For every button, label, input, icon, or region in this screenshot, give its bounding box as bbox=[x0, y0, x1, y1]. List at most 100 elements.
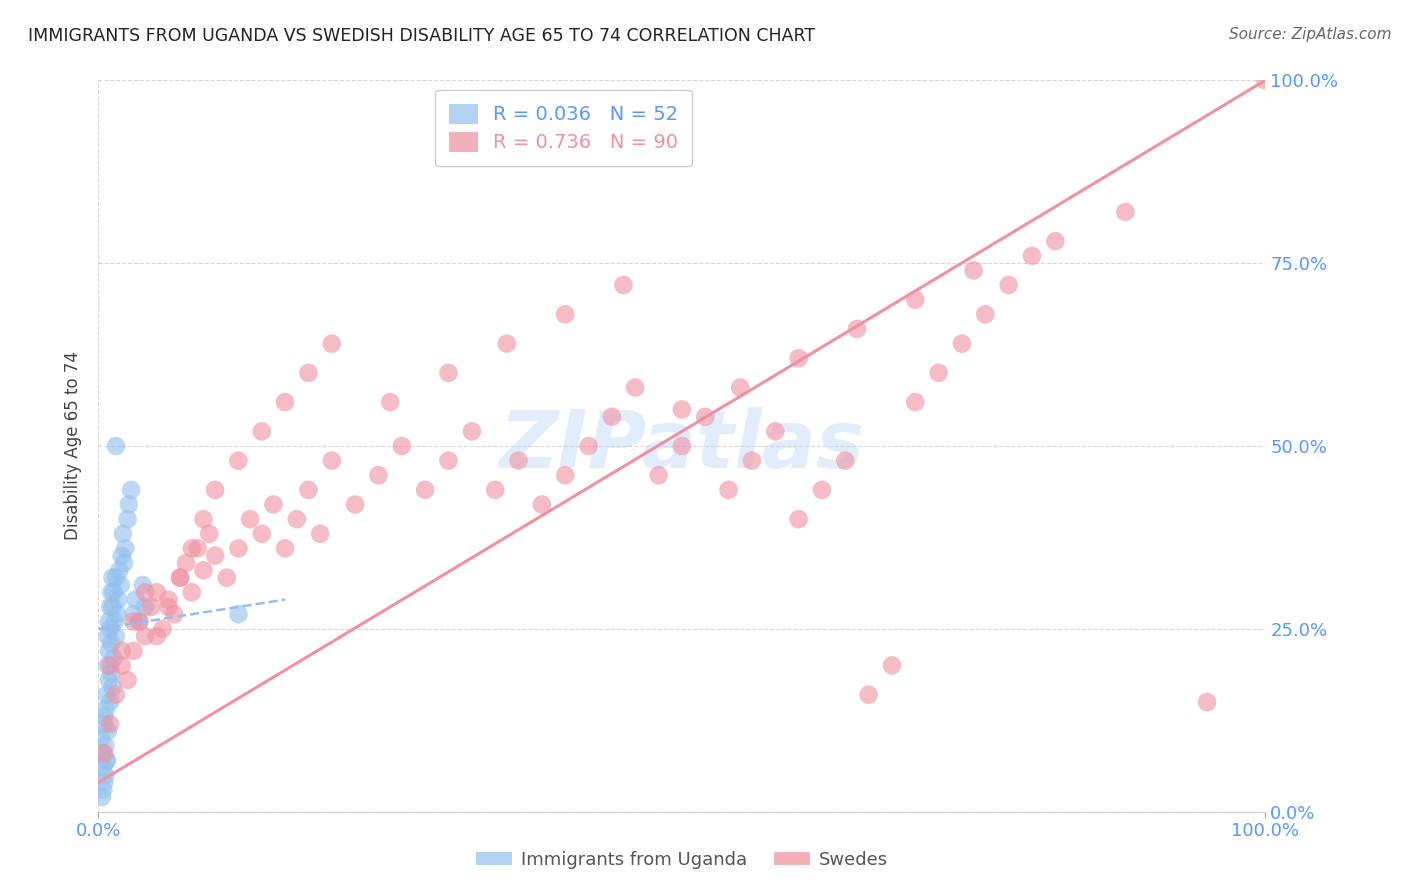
Point bbox=[1114, 205, 1136, 219]
Point bbox=[578, 439, 600, 453]
Point bbox=[134, 599, 156, 614]
Point bbox=[105, 607, 128, 622]
Point bbox=[204, 549, 226, 563]
Point bbox=[846, 322, 869, 336]
Point bbox=[100, 585, 122, 599]
Point bbox=[134, 585, 156, 599]
Point bbox=[139, 599, 162, 614]
Point bbox=[117, 512, 139, 526]
Point bbox=[974, 307, 997, 321]
Point bbox=[98, 717, 121, 731]
Point bbox=[104, 571, 127, 585]
Point bbox=[180, 541, 202, 556]
Point bbox=[122, 607, 145, 622]
Point bbox=[104, 439, 127, 453]
Point bbox=[112, 556, 135, 570]
Point bbox=[114, 541, 136, 556]
Point bbox=[94, 739, 117, 753]
Point bbox=[858, 688, 880, 702]
Point bbox=[96, 688, 118, 702]
Point bbox=[811, 483, 834, 497]
Text: ZIPatlas: ZIPatlas bbox=[499, 407, 865, 485]
Point bbox=[101, 599, 124, 614]
Point bbox=[98, 599, 121, 614]
Point bbox=[904, 293, 927, 307]
Point bbox=[730, 380, 752, 394]
Point bbox=[98, 658, 121, 673]
Point bbox=[461, 425, 484, 439]
Point bbox=[250, 526, 273, 541]
Point bbox=[117, 673, 139, 687]
Point bbox=[262, 498, 284, 512]
Point bbox=[118, 498, 141, 512]
Point bbox=[413, 483, 436, 497]
Point bbox=[367, 468, 389, 483]
Point bbox=[309, 526, 332, 541]
Point bbox=[508, 453, 530, 467]
Point bbox=[741, 453, 763, 467]
Point bbox=[880, 658, 903, 673]
Point bbox=[613, 278, 636, 293]
Point bbox=[239, 512, 262, 526]
Point bbox=[157, 592, 180, 607]
Point bbox=[215, 571, 238, 585]
Point bbox=[962, 263, 984, 277]
Point bbox=[93, 775, 115, 789]
Point bbox=[297, 366, 319, 380]
Point bbox=[98, 695, 121, 709]
Point bbox=[193, 563, 215, 577]
Point bbox=[96, 754, 118, 768]
Point bbox=[530, 498, 553, 512]
Point bbox=[94, 702, 117, 716]
Point bbox=[101, 681, 124, 695]
Point bbox=[391, 439, 413, 453]
Point bbox=[128, 615, 150, 629]
Point bbox=[97, 629, 120, 643]
Point bbox=[100, 665, 122, 680]
Point bbox=[98, 622, 121, 636]
Point bbox=[495, 336, 517, 351]
Point bbox=[928, 366, 950, 380]
Point bbox=[157, 599, 180, 614]
Point bbox=[97, 644, 120, 658]
Point bbox=[787, 512, 810, 526]
Point bbox=[122, 644, 145, 658]
Point bbox=[647, 468, 669, 483]
Point bbox=[128, 615, 150, 629]
Point bbox=[297, 483, 319, 497]
Point bbox=[717, 483, 740, 497]
Point bbox=[93, 709, 115, 723]
Point bbox=[1021, 249, 1043, 263]
Point bbox=[97, 615, 120, 629]
Point bbox=[274, 541, 297, 556]
Point bbox=[97, 658, 120, 673]
Point bbox=[132, 578, 155, 592]
Point bbox=[193, 512, 215, 526]
Point bbox=[97, 724, 120, 739]
Point bbox=[1254, 73, 1277, 87]
Point bbox=[174, 556, 197, 570]
Point bbox=[146, 629, 169, 643]
Point bbox=[274, 395, 297, 409]
Point bbox=[321, 336, 343, 351]
Point bbox=[180, 585, 202, 599]
Point bbox=[97, 673, 120, 687]
Point bbox=[484, 483, 506, 497]
Point bbox=[110, 578, 132, 592]
Point bbox=[107, 592, 129, 607]
Point bbox=[146, 585, 169, 599]
Point bbox=[152, 622, 174, 636]
Point bbox=[93, 717, 115, 731]
Point bbox=[163, 607, 186, 622]
Point bbox=[904, 395, 927, 409]
Point bbox=[787, 351, 810, 366]
Point bbox=[90, 790, 112, 805]
Point bbox=[834, 453, 856, 467]
Point bbox=[695, 409, 717, 424]
Point bbox=[1195, 695, 1218, 709]
Point bbox=[437, 453, 460, 467]
Point bbox=[104, 688, 127, 702]
Point bbox=[103, 585, 125, 599]
Point bbox=[554, 468, 576, 483]
Text: IMMIGRANTS FROM UGANDA VS SWEDISH DISABILITY AGE 65 TO 74 CORRELATION CHART: IMMIGRANTS FROM UGANDA VS SWEDISH DISABI… bbox=[28, 27, 815, 45]
